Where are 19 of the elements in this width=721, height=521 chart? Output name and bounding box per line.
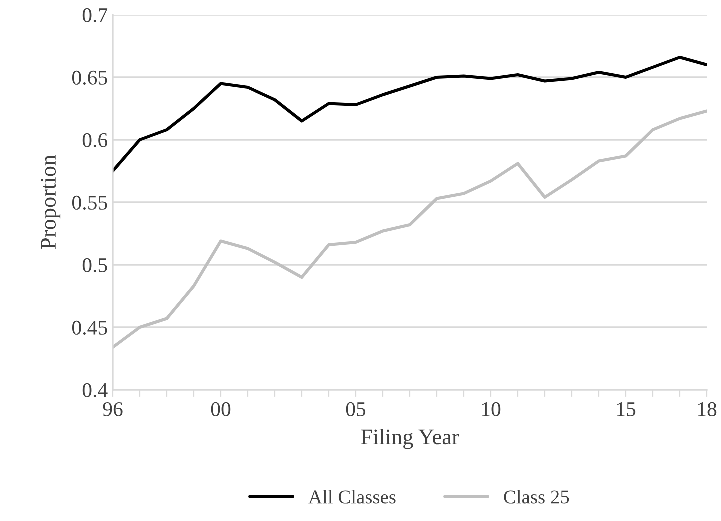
x-tick-label: 96 (103, 402, 123, 416)
y-tick-label: 0.55 (72, 196, 108, 210)
y-tick-label: 0.5 (82, 258, 108, 273)
line-series (113, 110, 707, 350)
y-tick-label: 0.65 (72, 70, 108, 86)
line-series (113, 56, 707, 173)
x-tick-label: 10 (482, 402, 501, 416)
y-tick-label: 0.45 (72, 320, 108, 336)
x-tick-label: 18 (698, 402, 717, 416)
y-tick-label: 0.7 (82, 8, 108, 23)
y-tick-label: 0.4 (82, 383, 108, 398)
x-axis-title: Filing Year (361, 429, 460, 450)
legend-label: All Classes (308, 490, 396, 504)
y-axis-title: Proportion (41, 155, 61, 250)
legend-label: Class 25 (504, 490, 570, 504)
x-tick-label: 00 (211, 402, 231, 416)
y-tick-label: 0.6 (82, 133, 108, 148)
x-tick-label: 05 (346, 402, 366, 416)
x-tick-label: 15 (617, 402, 636, 416)
